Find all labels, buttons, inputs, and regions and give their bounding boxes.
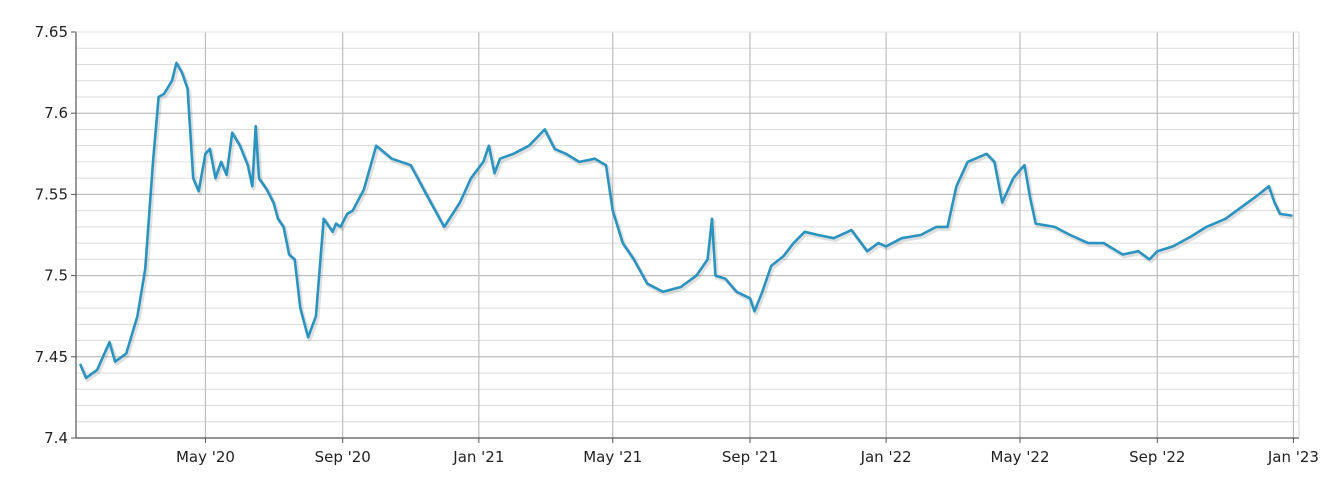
y-tick-label: 7.65 (35, 23, 68, 41)
y-tick-label: 7.5 (44, 267, 68, 285)
x-tick-label: Jan '21 (452, 448, 504, 466)
x-tick-label: May '22 (991, 448, 1050, 466)
y-tick-label: 7.45 (35, 348, 68, 366)
y-tick-label: 7.4 (44, 429, 68, 447)
series-layer (79, 61, 1293, 382)
x-tick-label: Sep '21 (722, 448, 778, 466)
x-tick-label: May '21 (583, 448, 642, 466)
x-tick-label: May '20 (176, 448, 235, 466)
x-tick-label: Jan '22 (860, 448, 912, 466)
minor-gridlines (76, 47, 1299, 423)
y-tick-label: 7.6 (44, 104, 68, 122)
series-line (79, 61, 1293, 380)
x-tick-label: Sep '20 (315, 448, 371, 466)
tick-labels: 7.4 7.45 7.5 7.55 7.6 7.65 May '20 Sep '20 Jan '… (35, 23, 1319, 466)
y-tick-label: 7.55 (35, 185, 68, 203)
x-tick-label: Sep '22 (1129, 448, 1185, 466)
x-tick-label: Jan '23 (1267, 448, 1319, 466)
plot-area (76, 32, 1299, 438)
axes (71, 31, 1300, 443)
